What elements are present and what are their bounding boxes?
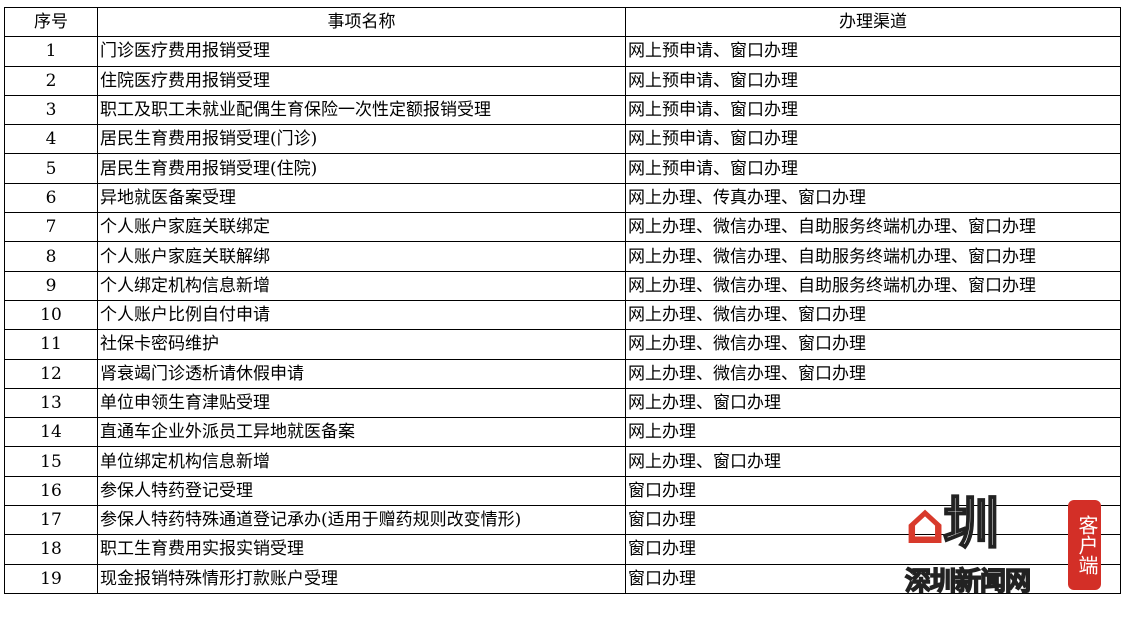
row-number: 15: [4, 446, 98, 477]
table-row: 10 个人账户比例自付申请 网上办理、微信办理、窗口办理: [4, 299, 1121, 331]
row-number: 1: [4, 36, 98, 67]
item-name: 参保人特药特殊通道登记承办(适用于赠药规则改变情形): [97, 505, 626, 536]
item-name: 个人账户家庭关联绑定: [97, 212, 626, 243]
item-name: 居民生育费用报销受理(门诊): [97, 124, 626, 155]
table-row: 6 异地就医备案受理 网上办理、传真办理、窗口办理: [4, 182, 1121, 214]
item-name: 个人账户比例自付申请: [97, 299, 626, 331]
service-channel: 网上办理: [625, 417, 1121, 448]
service-channel: 网上预申请、窗口办理: [625, 124, 1121, 155]
row-number: 13: [4, 387, 98, 419]
item-name: 个人账户家庭关联解绑: [97, 241, 626, 272]
row-number: 14: [4, 417, 98, 448]
row-number: 19: [4, 563, 98, 594]
item-name: 社保卡密码维护: [97, 329, 626, 360]
item-name: 肾衰竭门诊透析请休假申请: [97, 358, 626, 389]
row-number: 5: [4, 153, 98, 184]
service-channel: 网上预申请、窗口办理: [625, 153, 1121, 184]
service-channel: 网上预申请、窗口办理: [625, 36, 1121, 67]
row-number: 9: [4, 270, 98, 301]
service-channel: 窗口办理: [625, 563, 1121, 594]
table-row: 7 个人账户家庭关联绑定 网上办理、微信办理、自助服务终端机办理、窗口办理: [4, 212, 1121, 243]
table-row: 2 住院医疗费用报销受理 网上预申请、窗口办理: [4, 65, 1121, 96]
row-number: 7: [4, 212, 98, 243]
table-row: 12 肾衰竭门诊透析请休假申请 网上办理、微信办理、窗口办理: [4, 358, 1121, 389]
table-row: 11 社保卡密码维护 网上办理、微信办理、窗口办理: [4, 329, 1121, 360]
item-name: 现金报销特殊情形打款账户受理: [97, 563, 626, 594]
header-row: 序号 事项名称 办理渠道: [4, 6, 1121, 38]
row-number: 11: [4, 329, 98, 360]
service-channel: 网上办理、微信办理、窗口办理: [625, 329, 1121, 360]
service-channel: 网上预申请、窗口办理: [625, 65, 1121, 96]
service-channel: 网上办理、传真办理、窗口办理: [625, 182, 1121, 214]
table-row: 19 现金报销特殊情形打款账户受理 窗口办理: [4, 563, 1121, 594]
service-channel: 网上办理、微信办理、自助服务终端机办理、窗口办理: [625, 270, 1121, 301]
logo-mark: ⌂圳: [905, 492, 1000, 557]
service-channel: 窗口办理: [625, 475, 1121, 507]
item-name: 住院医疗费用报销受理: [97, 65, 626, 96]
row-number: 16: [4, 475, 98, 507]
logo-badge: 客户端: [1068, 500, 1101, 590]
row-number: 4: [4, 124, 98, 155]
table-row: 1 门诊医疗费用报销受理 网上预申请、窗口办理: [4, 36, 1121, 67]
table-row: 16 参保人特药登记受理 窗口办理: [4, 475, 1121, 507]
logo-name: 深圳新闻网: [904, 566, 1032, 598]
table-row: 8 个人账户家庭关联解绑 网上办理、微信办理、自助服务终端机办理、窗口办理: [4, 241, 1121, 272]
item-name: 单位申领生育津贴受理: [97, 387, 626, 419]
row-number: 6: [4, 182, 98, 214]
table-row: 14 直通车企业外派员工异地就医备案 网上办理: [4, 417, 1121, 448]
service-channel: 网上办理、窗口办理: [625, 446, 1121, 477]
item-name: 单位绑定机构信息新增: [97, 446, 626, 477]
table-row: 5 居民生育费用报销受理(住院) 网上预申请、窗口办理: [4, 153, 1121, 184]
table-body: 1 门诊医疗费用报销受理 网上预申请、窗口办理 2 住院医疗费用报销受理 网上预申请、窗口…: [4, 36, 1121, 594]
item-name: 参保人特药登记受理: [97, 475, 626, 507]
service-channel: 网上办理、微信办理、窗口办理: [625, 358, 1121, 389]
table-row: 4 居民生育费用报销受理(门诊) 网上预申请、窗口办理: [4, 124, 1121, 155]
header-name: 事项名称: [97, 6, 626, 38]
item-name: 居民生育费用报销受理(住院): [97, 153, 626, 184]
table-row: 3 职工及职工未就业配偶生育保险一次性定额报销受理 网上预申请、窗口办理: [4, 94, 1121, 126]
row-number: 17: [4, 505, 98, 536]
shenzhen-news-logo-watermark: ⌂圳 深圳新闻网 客户端: [904, 492, 1105, 598]
row-number: 3: [4, 94, 98, 126]
item-name: 直通车企业外派员工异地就医备案: [97, 417, 626, 448]
service-channel: 网上办理、微信办理、自助服务终端机办理、窗口办理: [625, 212, 1121, 243]
service-channel: 网上办理、微信办理、窗口办理: [625, 299, 1121, 331]
item-name: 职工及职工未就业配偶生育保险一次性定额报销受理: [97, 94, 626, 126]
table-row: 9 个人绑定机构信息新增 网上办理、微信办理、自助服务终端机办理、窗口办理: [4, 270, 1121, 301]
item-name: 门诊医疗费用报销受理: [97, 36, 626, 67]
item-name: 个人绑定机构信息新增: [97, 270, 626, 301]
header-channel: 办理渠道: [625, 6, 1121, 38]
row-number: 2: [4, 65, 98, 96]
table-row: 15 单位绑定机构信息新增 网上办理、窗口办理: [4, 446, 1121, 477]
table-row: 17 参保人特药特殊通道登记承办(适用于赠药规则改变情形) 窗口办理: [4, 505, 1121, 536]
row-number: 18: [4, 534, 98, 565]
item-name: 异地就医备案受理: [97, 182, 626, 214]
service-channel: 网上预申请、窗口办理: [625, 94, 1121, 126]
row-number: 10: [4, 299, 98, 331]
service-channel: 网上办理、窗口办理: [625, 387, 1121, 419]
row-number: 12: [4, 358, 98, 389]
header-no: 序号: [4, 6, 98, 38]
row-number: 8: [4, 241, 98, 272]
item-name: 职工生育费用实报实销受理: [97, 534, 626, 565]
service-channel: 网上办理、微信办理、自助服务终端机办理、窗口办理: [625, 241, 1121, 272]
service-table: 序号 事项名称 办理渠道 1 门诊医疗费用报销受理 网上预申请、窗口办理 2 住院医疗费…: [4, 6, 1121, 594]
table-row: 13 单位申领生育津贴受理 网上办理、窗口办理: [4, 387, 1121, 419]
service-channel: 窗口办理: [625, 534, 1121, 565]
